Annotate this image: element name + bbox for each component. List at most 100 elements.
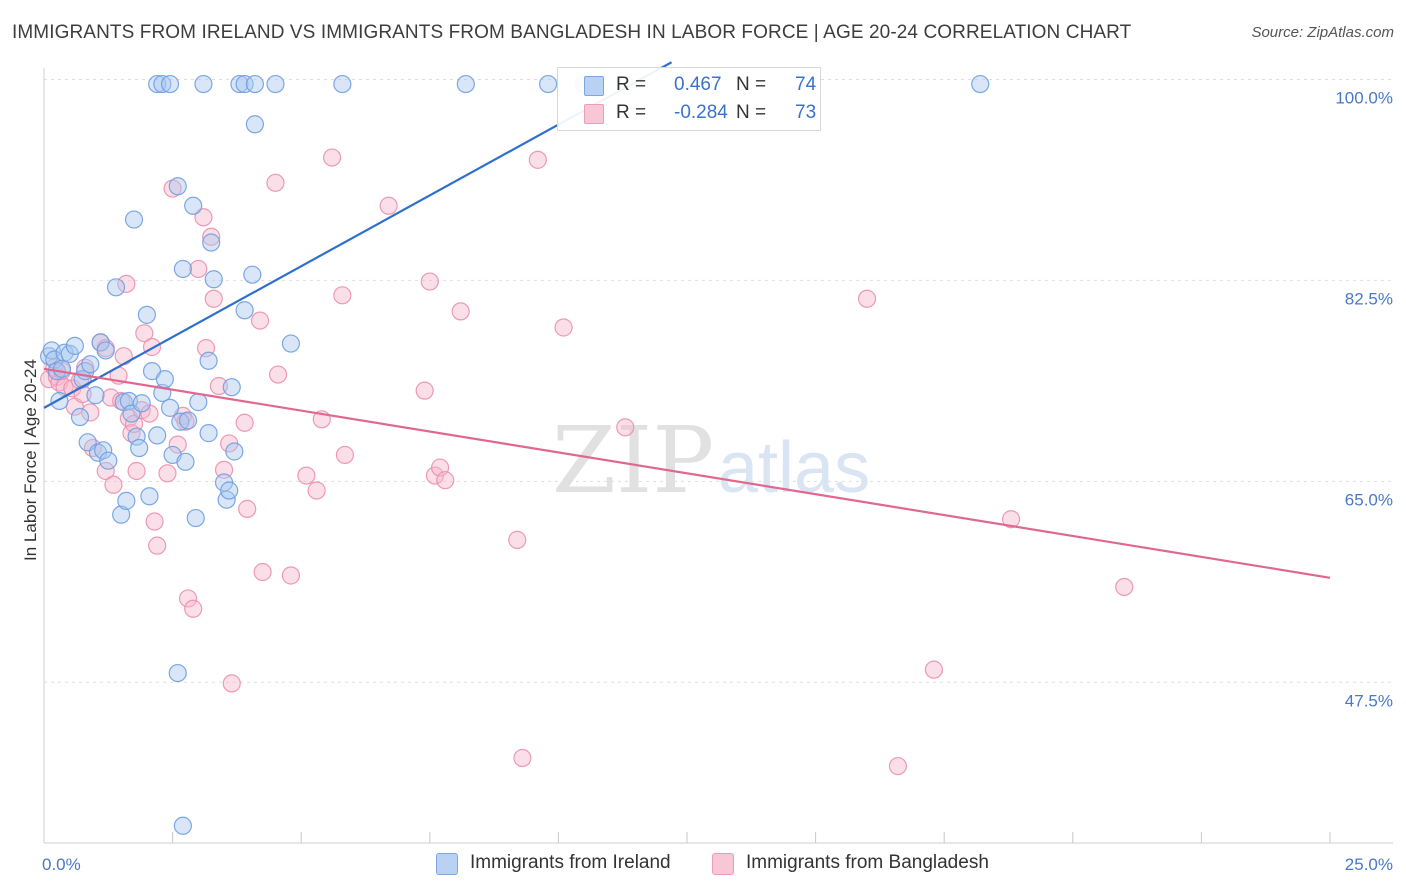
y-tick-label: 82.5%: [1345, 289, 1393, 308]
y-tick-label: 65.0%: [1345, 490, 1393, 509]
point-ireland: [178, 411, 198, 430]
correlation-legend: R = 0.467 N = 74 R = -0.284 N = 73: [557, 67, 821, 131]
point-bangladesh: [436, 471, 455, 490]
point-ireland: [142, 362, 162, 381]
point-ireland: [86, 386, 105, 405]
point-ireland: [160, 398, 180, 417]
point-ireland: [184, 196, 203, 215]
point-ireland: [124, 210, 144, 229]
point-ireland: [266, 74, 285, 94]
watermark: ZIP atlas: [552, 407, 870, 514]
point-bangladesh: [333, 286, 352, 305]
point-ireland: [230, 74, 249, 94]
point-ireland: [243, 265, 262, 284]
point-ireland: [52, 359, 72, 378]
point-bangladesh: [114, 347, 133, 366]
point-ireland: [222, 378, 241, 397]
point-ireland: [137, 305, 156, 324]
point-ireland: [245, 115, 265, 134]
legend-swatch-ireland: [584, 76, 604, 96]
point-ireland: [155, 370, 174, 389]
point-ireland: [235, 301, 254, 320]
point-ireland: [199, 424, 218, 443]
point-ireland: [99, 451, 118, 470]
legend-label-bangladesh: Immigrants from Bangladesh: [746, 852, 989, 873]
legend-r-value-bangladesh: -0.284: [674, 102, 728, 123]
point-ireland: [96, 341, 115, 360]
point-bangladesh: [202, 227, 221, 246]
point-bangladesh: [415, 381, 434, 400]
point-bangladesh: [142, 337, 162, 357]
point-bangladesh: [117, 274, 136, 293]
point-ireland: [168, 177, 187, 196]
point-bangladesh: [235, 413, 254, 432]
point-bangladesh: [307, 481, 326, 500]
point-ireland: [186, 508, 205, 528]
legend-n-value-bangladesh: 73: [795, 102, 817, 123]
point-ireland: [176, 452, 195, 471]
point-ireland: [281, 334, 301, 353]
y-axis-label: In Labor Force | Age 20-24: [21, 359, 40, 561]
point-ireland: [70, 407, 90, 427]
point-ireland: [148, 74, 167, 94]
point-bangladesh: [508, 530, 527, 549]
point-bangladesh: [204, 289, 223, 308]
x-tick-label-max: 25.0%: [1345, 855, 1393, 874]
point-ireland: [456, 74, 475, 94]
legend-swatch-ireland: [436, 853, 458, 875]
point-bangladesh: [554, 318, 573, 337]
legend-r-value-ireland: 0.467: [674, 74, 722, 95]
point-bangladesh: [857, 289, 877, 308]
point-ireland: [153, 74, 172, 94]
point-bangladesh: [194, 208, 213, 227]
point-bangladesh: [145, 512, 164, 531]
point-bangladesh: [135, 324, 154, 343]
point-bangladesh: [268, 365, 288, 384]
point-bangladesh: [178, 589, 198, 608]
point-ireland: [204, 270, 223, 289]
point-bangladesh: [238, 499, 257, 518]
point-bangladesh: [616, 418, 635, 437]
legend-n-value-ireland: 74: [795, 74, 817, 95]
point-bangladesh: [281, 566, 301, 585]
point-ireland: [94, 441, 113, 460]
point-ireland: [106, 278, 126, 297]
point-ireland: [225, 442, 244, 461]
point-bangladesh: [297, 466, 316, 485]
point-bangladesh: [379, 196, 398, 215]
point-ireland: [173, 816, 192, 835]
axes: [43, 68, 1393, 844]
point-ireland: [65, 336, 84, 355]
point-bangladesh: [335, 445, 355, 465]
point-ireland: [148, 426, 167, 445]
point-bangladesh: [189, 259, 208, 279]
legend-swatch-bangladesh: [584, 104, 604, 124]
point-ireland: [189, 393, 208, 412]
point-bangladesh: [168, 435, 187, 454]
y-tick-label: 100.0%: [1335, 88, 1393, 107]
point-bangladesh: [209, 376, 228, 396]
point-ireland: [117, 491, 136, 510]
point-bangladesh: [127, 461, 146, 481]
tick-labels: 47.5% 65.0% 82.5% 100.0% 0.0% 25.0%: [42, 88, 1393, 874]
point-ireland: [245, 74, 265, 94]
point-bangladesh: [104, 475, 123, 494]
point-ireland: [140, 487, 159, 506]
point-ireland: [235, 74, 254, 94]
point-ireland: [112, 505, 131, 524]
point-ireland: [971, 74, 990, 94]
point-ireland: [173, 259, 192, 279]
point-ireland: [220, 481, 239, 500]
legend-r-label: R =: [616, 74, 647, 95]
chart-title: IMMIGRANTS FROM IRELAND VS IMMIGRANTS FR…: [12, 22, 1132, 43]
legend-n-label: N =: [736, 102, 767, 123]
point-ireland: [81, 355, 100, 374]
series-legend: Immigrants from Ireland Immigrants from …: [0, 852, 1406, 878]
grid-lines: [44, 78, 1393, 683]
point-bangladesh: [214, 460, 234, 479]
legend-label-ireland: Immigrants from Ireland: [470, 852, 671, 873]
point-ireland: [132, 394, 151, 413]
series-ireland-points: [40, 74, 990, 835]
point-bangladesh: [888, 756, 908, 776]
point-ireland: [333, 74, 352, 94]
